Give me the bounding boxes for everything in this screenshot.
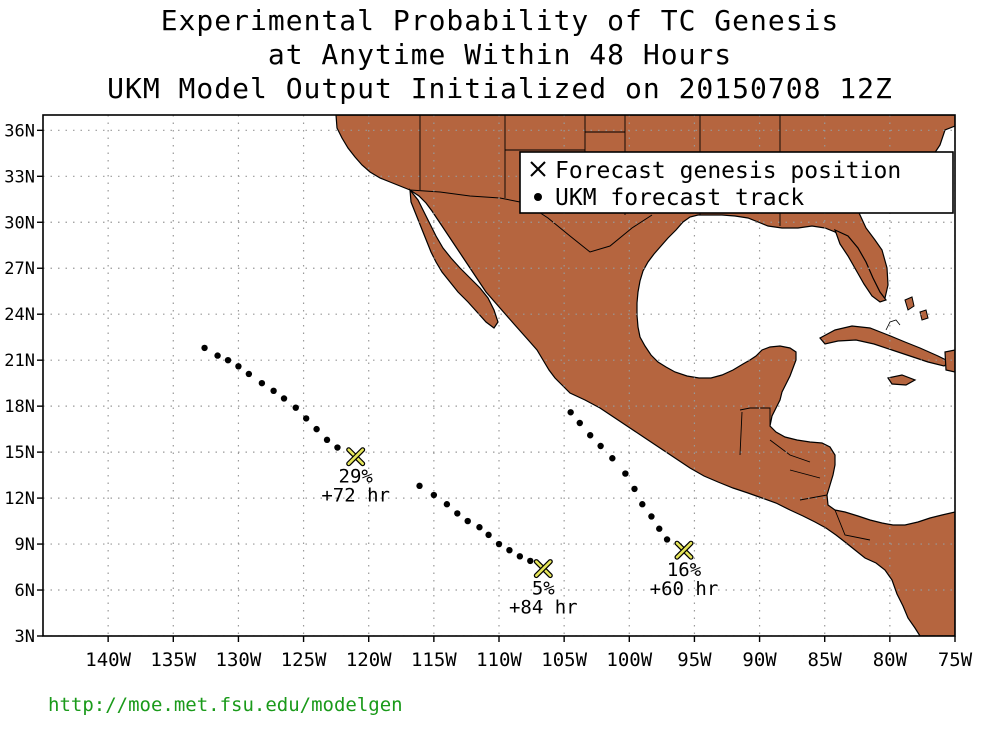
land-florida [833, 228, 887, 303]
lat-tick-label: 3N [15, 627, 35, 647]
lat-tick-label: 30N [4, 213, 35, 233]
lon-tick-label: 135W [150, 649, 196, 671]
storm-labels: 29%+72 hr 5%+84 hr 16%+60 hr [321, 466, 718, 619]
track-point [506, 546, 513, 554]
track-point [476, 524, 483, 531]
track-point [323, 436, 331, 444]
track-point [656, 525, 663, 532]
land-north-america [335, 115, 955, 636]
track-point [258, 379, 266, 387]
track-point [631, 485, 638, 493]
lon-tick-label: 75W [938, 649, 973, 671]
cuba-outline [885, 319, 901, 331]
track-point [587, 432, 594, 439]
lon-tick-label: 130W [216, 649, 262, 671]
genesis-probability: 16% [667, 559, 702, 581]
track-point [224, 356, 232, 364]
genesis-lead-time: +60 hr [650, 578, 719, 600]
lat-tick-label: 15N [4, 443, 35, 463]
land-jamaica [887, 374, 917, 386]
track-point [527, 557, 534, 565]
genesis-probability: 29% [339, 466, 374, 488]
legend-box [519, 151, 954, 214]
track-point [576, 419, 583, 427]
track-point [597, 442, 604, 450]
lon-tick-label: 105W [541, 649, 587, 671]
source-url: http://moe.met.fsu.edu/modelgen [48, 694, 403, 716]
land-hispaniola [944, 349, 955, 373]
legend-dot-icon [534, 193, 542, 201]
axes: 140W 135W 130W 125W 120W 115W 110W 105W 100W 95W 9… [4, 121, 972, 671]
track-point [245, 370, 253, 378]
legend: Forecast genesis position UKM forecast t… [519, 151, 954, 214]
track-point [334, 444, 341, 451]
track-point [292, 404, 299, 411]
land-layer [335, 115, 955, 636]
legend-track-label: UKM forecast track [555, 185, 804, 211]
track-point [416, 482, 423, 490]
track-point [313, 425, 320, 433]
track-point [516, 553, 524, 560]
genesis-probability: 5% [532, 578, 555, 600]
track-point [648, 513, 655, 520]
lat-tick-label: 33N [4, 167, 35, 187]
track-point [201, 344, 208, 352]
lon-tick-label: 140W [85, 649, 131, 671]
genesis-x-marker [674, 540, 694, 560]
track-point [280, 395, 288, 402]
title-line-3: UKM Model Output Initialized on 20150708… [107, 72, 893, 105]
title-line-2: at Anytime Within 48 Hours [267, 38, 733, 71]
track-point [302, 415, 310, 422]
storm-layer [201, 344, 694, 579]
lon-tick-label: 110W [476, 649, 522, 671]
land-baja-california [409, 188, 499, 329]
lon-tick-label: 80W [873, 649, 908, 671]
track-point [270, 387, 277, 395]
lon-tick-label: 125W [281, 649, 327, 671]
genesis-x-marker [533, 559, 553, 579]
track-point [663, 536, 671, 543]
title-line-1: Experimental Probability of TC Genesis [160, 4, 840, 37]
us-mexico-border [409, 189, 653, 253]
track-point [430, 491, 438, 499]
genesis-lead-time: +72 hr [321, 485, 390, 507]
lat-tick-label: 18N [4, 397, 35, 417]
lon-tick-label: 95W [677, 649, 712, 671]
track-point [443, 501, 451, 508]
lon-tick-label: 100W [606, 649, 652, 671]
lat-tick-label: 6N [15, 581, 35, 601]
genesis-lead-time: +84 hr [509, 597, 578, 619]
lon-tick-label: 115W [411, 649, 457, 671]
legend-x-icon [530, 161, 546, 177]
lat-tick-label: 12N [4, 489, 35, 509]
lat-tick-label: 36N [4, 121, 35, 141]
track-point [485, 531, 492, 539]
lon-tick-label: 120W [346, 649, 392, 671]
track-point [622, 470, 629, 477]
track-point [495, 540, 503, 548]
track-point [464, 517, 471, 525]
lat-tick-label: 9N [15, 535, 35, 555]
legend-genesis-label: Forecast genesis position [555, 158, 901, 184]
track-point [609, 455, 616, 462]
land-bahamas [904, 296, 929, 321]
lat-tick-label: 27N [4, 259, 35, 279]
lon-tick-label: 85W [808, 649, 843, 671]
lat-tick-label: 24N [4, 305, 35, 325]
track-point [214, 352, 221, 359]
lat-tick-label: 21N [4, 351, 35, 371]
track-point [235, 363, 242, 370]
lon-tick-label: 90W [742, 649, 777, 671]
track-point [567, 409, 574, 416]
track-point [639, 501, 646, 508]
track-point [454, 510, 461, 517]
genesis-x-marker [346, 447, 366, 467]
